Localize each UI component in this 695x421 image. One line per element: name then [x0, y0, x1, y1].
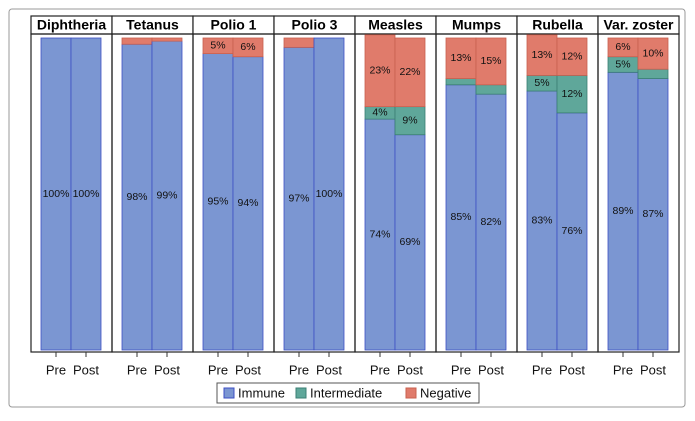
value-label: 13%: [531, 49, 552, 61]
value-label: 22%: [399, 66, 420, 78]
bar-segment: [637, 37, 669, 70]
value-label: 13%: [450, 52, 471, 64]
bar-segment: [637, 68, 669, 79]
value-label: 100%: [316, 188, 343, 200]
value-label: 100%: [73, 188, 100, 200]
panel-title: Measles: [368, 17, 423, 33]
value-label: 97%: [288, 192, 309, 204]
value-label: 85%: [450, 211, 471, 223]
x-tick-label: Pre: [532, 362, 552, 377]
value-label: 82%: [480, 216, 501, 228]
bar-segment: [475, 93, 507, 351]
panel-title: Mumps: [452, 17, 501, 33]
value-label: 6%: [615, 41, 630, 53]
value-label: 83%: [531, 214, 552, 226]
bar-segment: [445, 84, 477, 351]
value-label: 98%: [126, 191, 147, 203]
bar-segment: [607, 71, 639, 351]
legend-label: Intermediate: [310, 385, 382, 400]
bar-segment: [283, 46, 315, 351]
x-tick-label: Post: [478, 362, 504, 377]
panel-title: Polio 3: [292, 17, 338, 33]
value-label: 100%: [43, 188, 70, 200]
x-tick-label: Pre: [370, 362, 390, 377]
bar-segment: [151, 37, 183, 42]
value-label: 6%: [240, 41, 255, 53]
bar-segment: [394, 134, 426, 351]
panel-title: Tetanus: [126, 17, 179, 33]
value-label: 12%: [561, 88, 582, 100]
value-label: 12%: [561, 51, 582, 63]
x-tick-label: Post: [154, 362, 180, 377]
legend-swatch: [405, 387, 417, 399]
bar-segment: [556, 112, 588, 351]
legend-swatch: [223, 387, 235, 399]
value-label: 5%: [615, 58, 630, 70]
value-label: 23%: [369, 65, 390, 77]
value-label: 94%: [237, 197, 258, 209]
bar-segment: [232, 56, 264, 351]
panel-title: Var. zoster: [603, 17, 674, 33]
panel-plot: [597, 33, 680, 353]
bar-segment: [151, 40, 183, 351]
x-tick-label: Pre: [127, 362, 147, 377]
bar-segment: [556, 75, 588, 114]
x-tick-label: Pre: [46, 362, 66, 377]
value-label: 5%: [534, 77, 549, 89]
value-label: 69%: [399, 236, 420, 248]
value-label: 95%: [207, 196, 228, 208]
value-label: 99%: [156, 189, 177, 201]
value-label: 87%: [642, 208, 663, 220]
bar-segment: [556, 37, 588, 76]
x-tick-label: Post: [559, 362, 585, 377]
x-tick-label: Pre: [208, 362, 228, 377]
bar-segment: [475, 84, 507, 95]
value-label: 9%: [402, 114, 417, 126]
x-tick-label: Post: [73, 362, 99, 377]
panel-title: Rubella: [532, 17, 583, 33]
value-label: 89%: [612, 205, 633, 217]
bar-segment: [121, 37, 153, 45]
x-tick-label: Pre: [451, 362, 471, 377]
x-tick-label: Post: [316, 362, 342, 377]
bar-segment: [40, 37, 72, 351]
x-tick-label: Post: [235, 362, 261, 377]
bar-segment: [232, 37, 264, 58]
bar-segment: [394, 37, 426, 108]
bar-segment: [283, 37, 315, 48]
bar-segment: [526, 34, 558, 76]
value-label: 76%: [561, 225, 582, 237]
legend-label: Negative: [420, 385, 471, 400]
bar-segment: [394, 106, 426, 136]
value-label: 74%: [369, 228, 390, 240]
bar-segment: [313, 37, 345, 351]
bar-segment: [445, 37, 477, 79]
panel-title: Diphtheria: [37, 17, 106, 33]
legend-swatch: [295, 387, 307, 399]
x-tick-label: Post: [640, 362, 666, 377]
value-label: 10%: [642, 47, 663, 59]
x-tick-label: Pre: [289, 362, 309, 377]
panel-title: Polio 1: [211, 17, 257, 33]
legend-label: Immune: [238, 385, 285, 400]
bar-segment: [70, 37, 102, 351]
bar-segment: [445, 78, 477, 86]
value-label: 15%: [480, 55, 501, 67]
value-label: 5%: [210, 40, 225, 52]
value-label: 4%: [372, 107, 387, 119]
x-tick-label: Post: [397, 362, 423, 377]
x-tick-label: Pre: [613, 362, 633, 377]
bar-segment: [475, 37, 507, 86]
